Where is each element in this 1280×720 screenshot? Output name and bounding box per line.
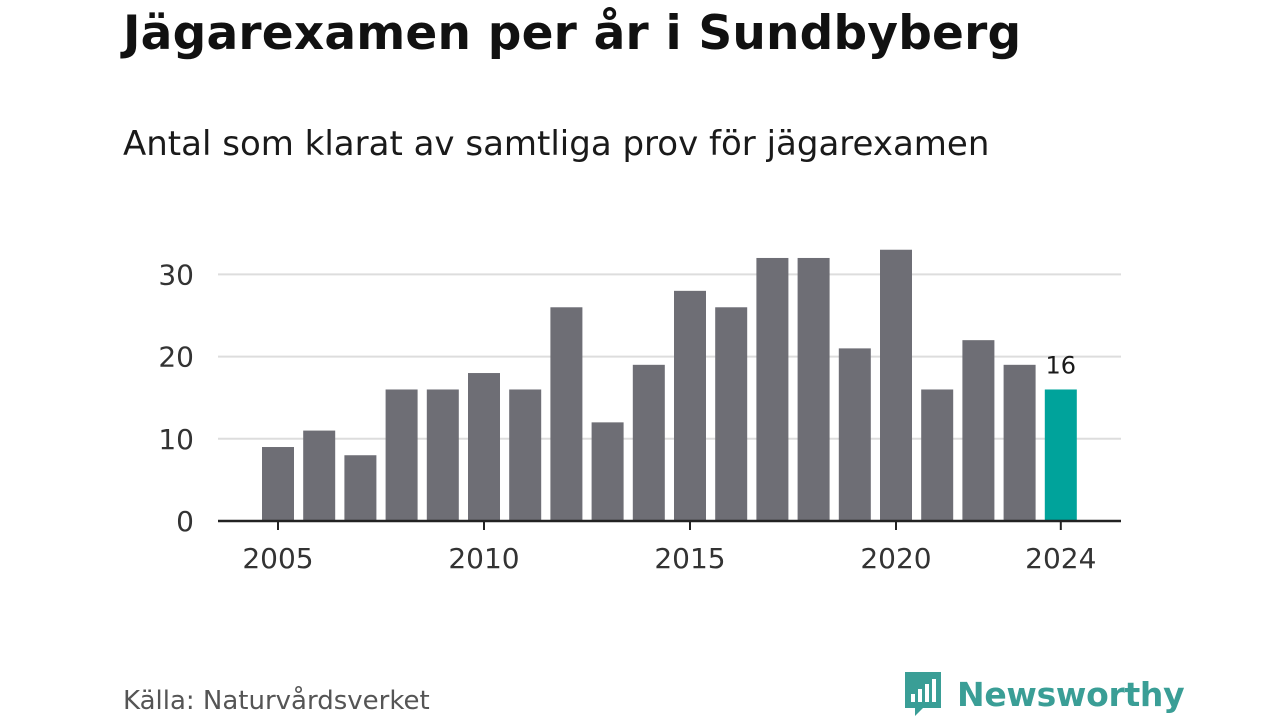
- bar-2005: [262, 447, 294, 521]
- bar-2007: [344, 455, 377, 521]
- axes: [218, 519, 1121, 530]
- bar-2017: [756, 257, 789, 521]
- x-tick-label: 2015: [654, 542, 725, 575]
- bar-2009: [426, 389, 459, 521]
- bar-2020: [880, 249, 912, 522]
- bar-2011: [509, 389, 542, 521]
- bar-2019: [838, 348, 871, 521]
- x-tick-label: 2010: [448, 542, 519, 575]
- bar-2021: [921, 389, 954, 521]
- y-tick-label: 30: [158, 258, 194, 291]
- y-tick-label: 20: [158, 341, 194, 374]
- bar-2024: [1044, 389, 1077, 521]
- bar-2006: [303, 430, 336, 521]
- source-note: Källa: Naturvårdsverket: [123, 686, 430, 716]
- bar-2008: [385, 389, 418, 521]
- bar-2010: [468, 373, 500, 521]
- brand-logo: Newsworthy: [903, 670, 1185, 718]
- bars: [262, 249, 1077, 522]
- x-tick-label: 2024: [1025, 542, 1096, 575]
- brand-name: Newsworthy: [957, 674, 1185, 714]
- bar-2023: [1003, 364, 1036, 521]
- bar-2022: [962, 340, 995, 521]
- bar-2013: [591, 422, 624, 521]
- chart-title: Jägarexamen per år i Sundbyberg: [123, 6, 1022, 61]
- bar-2014: [632, 364, 665, 521]
- bar-2015: [674, 290, 706, 521]
- bar-2018: [797, 257, 830, 521]
- bar-2016: [715, 307, 748, 521]
- newsworthy-logo-icon: [905, 672, 941, 716]
- x-tick-label: 2020: [860, 542, 931, 575]
- labels: 0 10 20 30 2005 2010 2015 2020 2024 16: [158, 258, 1096, 575]
- bar-2012: [550, 307, 583, 521]
- x-tick-label: 2005: [242, 542, 313, 575]
- data-label-2024: 16: [1046, 351, 1077, 379]
- chart-subtitle: Antal som klarat av samtliga prov för jä…: [123, 124, 990, 164]
- y-tick-label: 0: [176, 505, 194, 538]
- y-tick-label: 10: [158, 423, 194, 456]
